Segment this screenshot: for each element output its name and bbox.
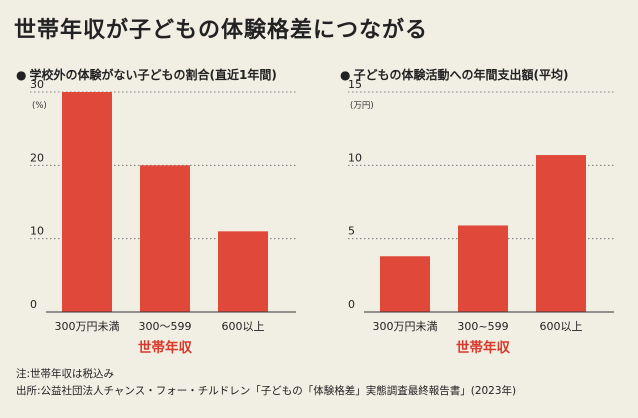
bar (380, 256, 430, 312)
x-category-label: 300万円未満 (373, 320, 438, 333)
right-chart-subtitle: ● 子どもの体験活動への年間支出額(平均) (340, 66, 568, 83)
bar (140, 165, 190, 312)
bar (62, 92, 112, 312)
y-tick-label: 0 (30, 298, 37, 311)
x-category-label: 600以上 (222, 320, 265, 333)
y-tick-label: 10 (30, 225, 44, 238)
y-tick-label: 30 (30, 78, 44, 91)
left-chart-title: 学校外の体験がない子どもの割合(直近1年間) (29, 68, 277, 82)
footnote: 注:世帯年収は税込み (16, 368, 115, 380)
y-tick-label: 5 (348, 225, 355, 238)
bar (536, 155, 586, 312)
y-tick-label: 10 (348, 151, 362, 164)
y-tick-label: 15 (348, 78, 362, 91)
right-chart-title: 子どもの体験活動への年間支出額(平均) (353, 68, 569, 82)
x-category-label: 300万円未満 (55, 320, 120, 333)
x-category-label: 300~599 (457, 320, 508, 333)
y-tick-label: 0 (348, 298, 355, 311)
x-axis-title: 世帯年収 (138, 339, 192, 356)
page-title: 世帯年収が子どもの体験格差につながる (14, 18, 429, 43)
y-unit-label: (%) (32, 101, 47, 111)
x-category-label: 300～599 (139, 320, 192, 333)
source-note: 出所:公益社団法人チャンス・フォー・チルドレン「子どもの「体験格差」実態調査最終… (16, 385, 517, 397)
bar (218, 231, 268, 312)
left-chart-subtitle: ● 学校外の体験がない子どもの割合(直近1年間) (16, 66, 277, 83)
y-unit-label: (万円) (350, 101, 374, 111)
y-tick-label: 20 (30, 151, 44, 164)
bullet-icon: ● (340, 68, 351, 82)
bullet-icon: ● (16, 68, 27, 82)
bar (458, 225, 508, 312)
x-category-label: 600以上 (540, 320, 583, 333)
x-axis-title: 世帯年収 (456, 339, 510, 356)
